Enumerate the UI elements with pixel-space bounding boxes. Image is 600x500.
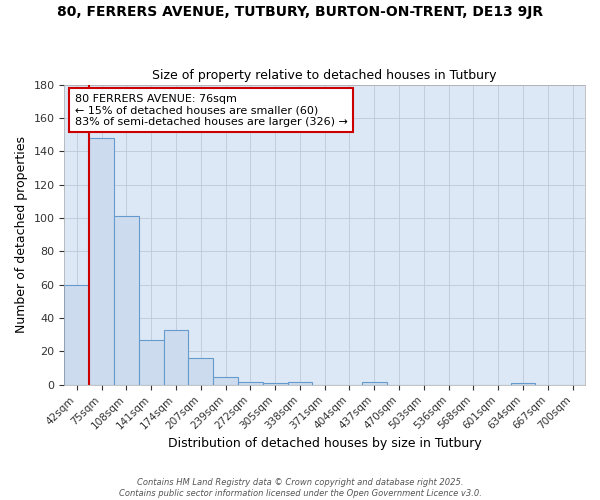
Bar bbox=[114, 216, 139, 385]
Bar bbox=[64, 285, 89, 385]
X-axis label: Distribution of detached houses by size in Tutbury: Distribution of detached houses by size … bbox=[168, 437, 482, 450]
Bar bbox=[263, 383, 287, 385]
Bar bbox=[213, 376, 238, 385]
Text: Contains HM Land Registry data © Crown copyright and database right 2025.
Contai: Contains HM Land Registry data © Crown c… bbox=[119, 478, 481, 498]
Bar bbox=[188, 358, 213, 385]
Bar bbox=[238, 382, 263, 385]
Bar bbox=[362, 382, 386, 385]
Bar bbox=[164, 330, 188, 385]
Bar bbox=[89, 138, 114, 385]
Title: Size of property relative to detached houses in Tutbury: Size of property relative to detached ho… bbox=[152, 69, 497, 82]
Y-axis label: Number of detached properties: Number of detached properties bbox=[15, 136, 28, 333]
Bar bbox=[139, 340, 164, 385]
Text: 80 FERRERS AVENUE: 76sqm
← 15% of detached houses are smaller (60)
83% of semi-d: 80 FERRERS AVENUE: 76sqm ← 15% of detach… bbox=[75, 94, 347, 127]
Bar bbox=[511, 383, 535, 385]
Bar bbox=[287, 382, 313, 385]
Text: 80, FERRERS AVENUE, TUTBURY, BURTON-ON-TRENT, DE13 9JR: 80, FERRERS AVENUE, TUTBURY, BURTON-ON-T… bbox=[57, 5, 543, 19]
